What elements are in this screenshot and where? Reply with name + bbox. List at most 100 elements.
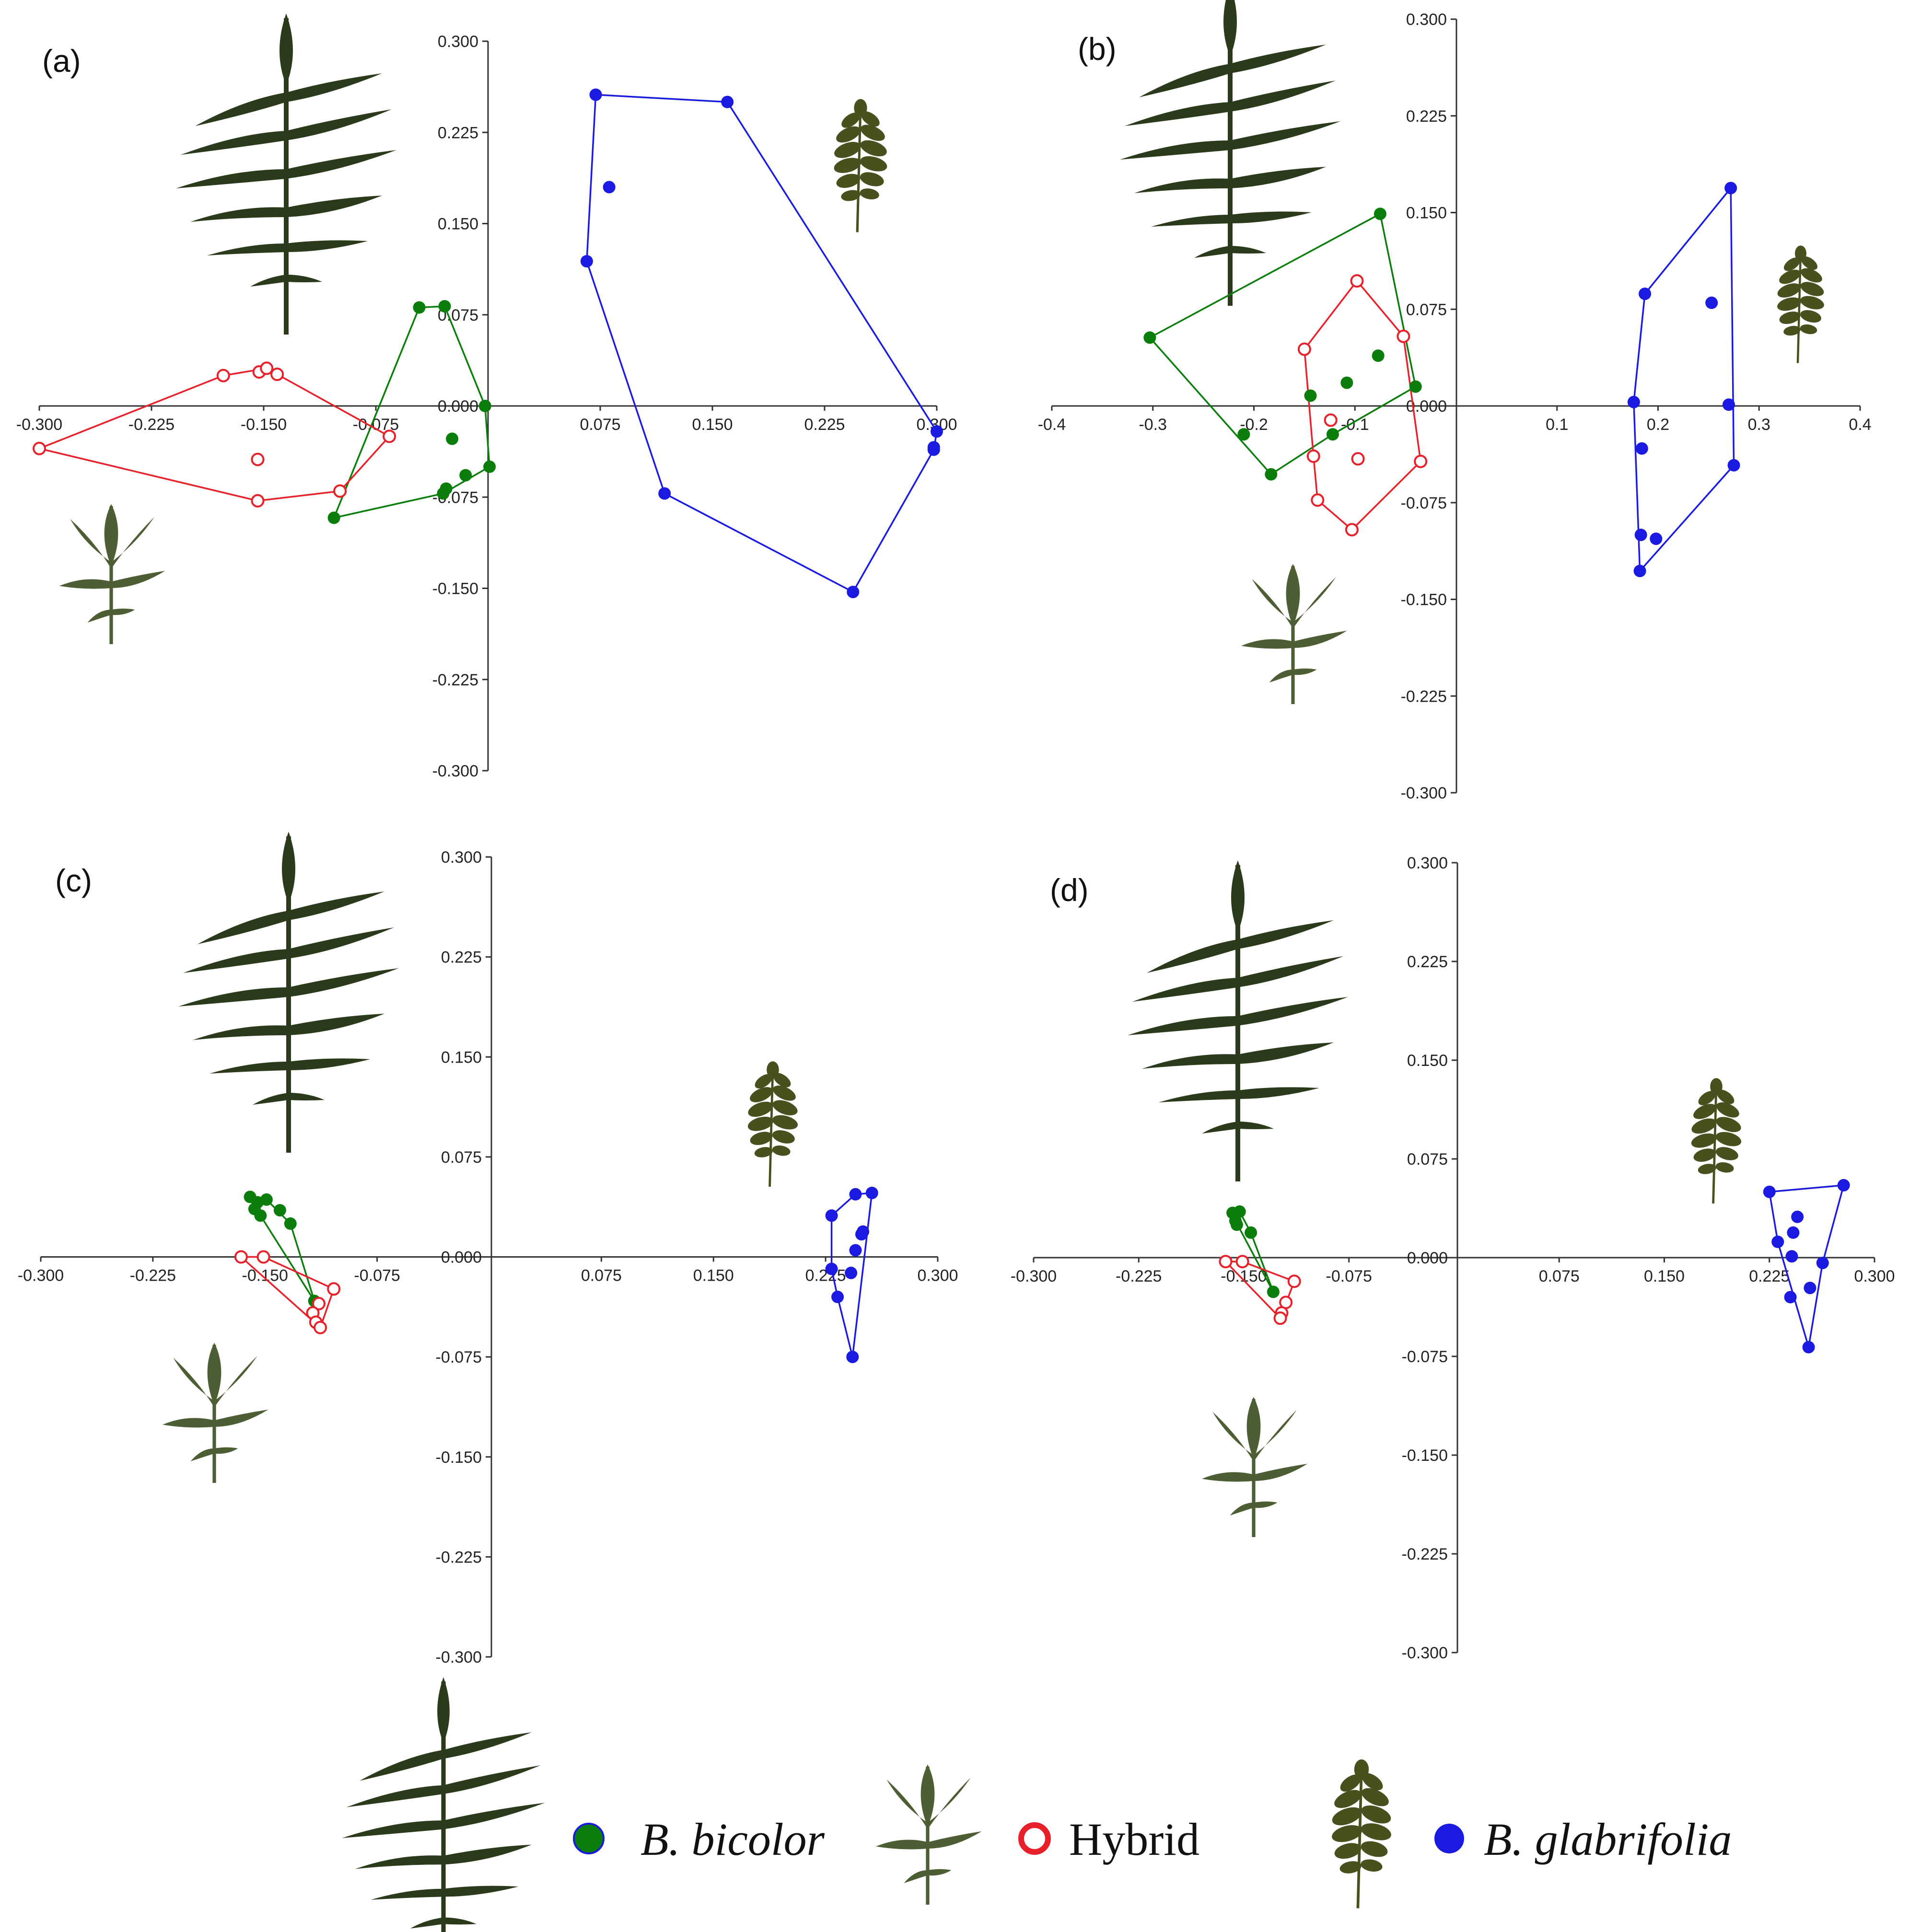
y-tick-label: 0.300: [1406, 11, 1447, 29]
point-blue: [1804, 1282, 1816, 1295]
y-tick-label: 0.000: [1407, 1249, 1448, 1267]
y-tick-label: 0.000: [441, 1249, 482, 1267]
glabrifolia-leaf-icon: [1689, 1078, 1743, 1203]
x-tick-label: 0.4: [1849, 416, 1871, 434]
y-tick-label: 0.000: [438, 397, 478, 416]
y-tick-label: 0.225: [438, 124, 478, 142]
point-green: [1230, 1218, 1243, 1231]
point-green: [483, 460, 496, 473]
legend-bicolor-label: B. bicolor: [640, 1814, 825, 1865]
point-red: [1324, 413, 1338, 427]
point-green: [284, 1217, 297, 1230]
point-red: [256, 1250, 270, 1264]
y-tick-label: -0.150: [1401, 591, 1447, 609]
point-blue: [831, 1290, 844, 1303]
y-tick-label: 0.300: [441, 848, 482, 867]
point-blue: [721, 95, 734, 108]
point-green: [1265, 468, 1278, 481]
y-tick-label: -0.150: [1402, 1446, 1448, 1465]
point-green: [1374, 208, 1386, 220]
point-green: [437, 487, 450, 500]
point-blue: [1837, 1179, 1850, 1192]
point-red: [1350, 274, 1364, 288]
y-tick-label: -0.150: [432, 580, 478, 598]
legend-hybrid-marker: [1018, 1822, 1051, 1855]
y-tick-label: -0.225: [432, 671, 478, 689]
legend-glabrifolia-label: B. glabrifolia: [1484, 1814, 1732, 1865]
point-red: [314, 1320, 327, 1334]
point-blue: [1763, 1185, 1776, 1198]
point-green: [1340, 376, 1353, 389]
point-blue: [927, 443, 940, 456]
bicolor-leaf-icon: [1128, 860, 1348, 1181]
point-green: [273, 1204, 286, 1217]
y-tick-label: -0.300: [436, 1648, 482, 1666]
y-tick-label: -0.075: [436, 1348, 482, 1366]
point-red: [260, 361, 274, 375]
y-tick-label: 0.075: [441, 1148, 482, 1167]
point-red: [33, 441, 46, 455]
x-tick-label: 0.075: [580, 416, 620, 434]
point-red: [1273, 1311, 1287, 1325]
y-tick-label: 0.225: [1406, 107, 1447, 126]
point-blue: [1727, 459, 1740, 472]
point-green: [446, 432, 459, 445]
point-green: [327, 511, 340, 524]
hybrid-leaf-icon: [1241, 564, 1347, 705]
point-blue: [603, 181, 616, 194]
point-green: [1372, 349, 1385, 362]
y-tick-label: 0.150: [1407, 1052, 1448, 1070]
glabrifolia-leaf-icon: [1776, 245, 1826, 363]
x-tick-label: -0.4: [1038, 416, 1066, 434]
point-red: [1235, 1255, 1249, 1269]
point-red: [251, 452, 265, 466]
bicolor-leaf-icon: [1120, 0, 1340, 306]
y-tick-label: -0.150: [436, 1448, 482, 1467]
glabrifolia-leaf-icon: [746, 1061, 800, 1187]
legend: B. bicolor Hybrid B. glabrifolia: [573, 1814, 1732, 1865]
point-green: [459, 469, 472, 482]
point-blue: [1784, 1291, 1797, 1304]
chart-panel: (b)-0.4 -0.3 -0.2 -0.1 0.1 0.2 0.3 0.40.3000.22…: [1038, 11, 1872, 802]
hull-red: [1304, 279, 1422, 531]
point-red: [1219, 1255, 1233, 1269]
y-tick-label: 0.225: [1407, 953, 1448, 971]
x-tick-label: -0.150: [242, 1267, 288, 1285]
point-blue: [1771, 1236, 1784, 1248]
point-blue: [1787, 1226, 1800, 1239]
x-tick-label: -0.300: [1011, 1267, 1057, 1285]
point-blue: [1635, 442, 1648, 455]
x-tick-label: 0.225: [804, 416, 845, 434]
point-blue: [849, 1188, 862, 1201]
legend-hybrid-label: Hybrid: [1069, 1814, 1199, 1865]
point-red: [1351, 452, 1365, 466]
point-green: [1304, 389, 1317, 402]
legend-glabrifolia-leaf-icon: [1330, 1759, 1394, 1909]
legend-bicolor-marker: [573, 1823, 605, 1854]
x-tick-label: 0.075: [581, 1267, 622, 1285]
x-tick-label: -0.3: [1139, 416, 1167, 434]
point-red: [333, 484, 347, 498]
hull-blue: [1633, 185, 1735, 573]
point-red: [270, 368, 284, 381]
point-blue: [1705, 296, 1718, 309]
x-tick-label: 0.300: [1854, 1267, 1895, 1285]
point-red: [1345, 523, 1359, 537]
point-blue: [1802, 1341, 1815, 1354]
legend-bicolor-leaf-icon: [342, 1677, 545, 1932]
hull-blue: [586, 93, 938, 593]
point-green: [1326, 428, 1339, 441]
point-green: [260, 1193, 273, 1206]
legend-hybrid-leaf-icon: [876, 1765, 982, 1905]
point-blue: [849, 1244, 862, 1257]
x-tick-label: 0.300: [917, 1267, 958, 1285]
point-blue: [1816, 1257, 1829, 1269]
point-blue: [1639, 288, 1652, 300]
y-tick-label: -0.225: [1402, 1545, 1448, 1563]
bicolor-leaf-icon: [178, 832, 399, 1153]
y-tick-label: 0.150: [1406, 204, 1447, 222]
y-tick-label: 0.300: [1407, 854, 1448, 872]
point-red: [251, 494, 265, 508]
x-tick-label: 0.225: [1749, 1267, 1790, 1285]
